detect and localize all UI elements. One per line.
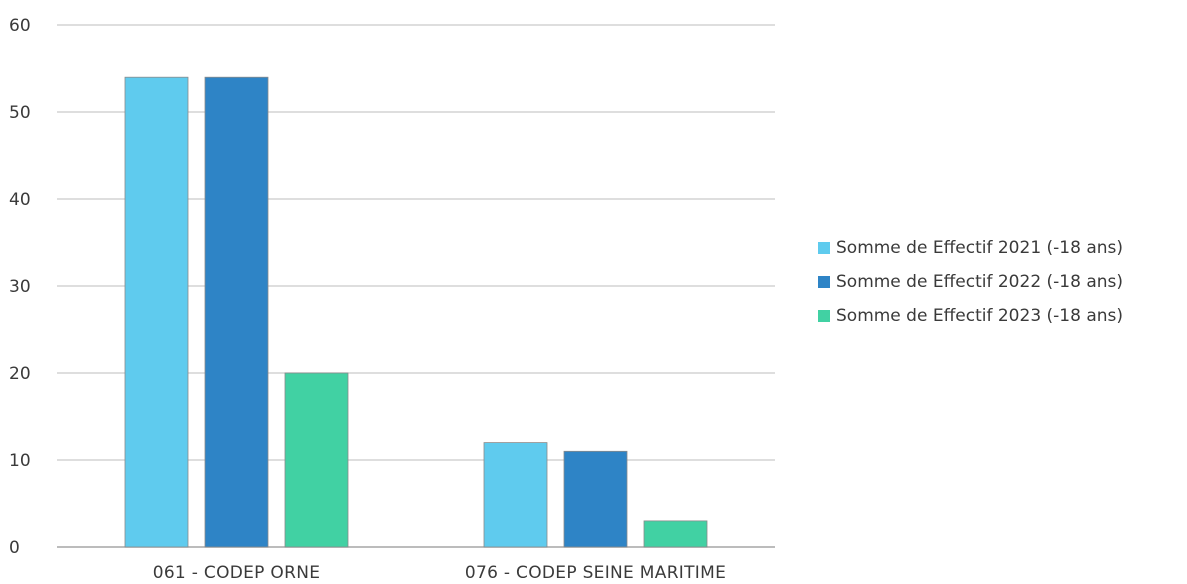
x-category-label: 076 - CODEP SEINE MARITIME [465,563,726,583]
legend-swatch-2023 [818,310,830,322]
legend-item-2021: Somme de Effectif 2021 (-18 ans) [818,238,1123,258]
legend-label-2021: Somme de Effectif 2021 (-18 ans) [836,238,1124,258]
legend-swatch-2022 [818,276,830,288]
bar [284,372,349,548]
bar [124,76,189,548]
bar [204,76,269,548]
y-tick-label: 10 [9,451,31,471]
legend-item-2023: Somme de Effectif 2023 (-18 ans) [818,306,1123,326]
legend-item-2022: Somme de Effectif 2022 (-18 ans) [818,272,1123,292]
y-tick-label: 40 [9,190,31,210]
y-tick-label: 30 [9,277,31,297]
y-tick-label: 60 [9,16,31,36]
y-tick-label: 50 [9,103,31,123]
legend-label-2023: Somme de Effectif 2023 (-18 ans) [836,306,1124,326]
bar [483,442,548,548]
x-category-label: 061 - CODEP ORNE [153,563,321,583]
y-tick-label: 0 [9,538,20,558]
bar [563,450,628,548]
legend-label-2022: Somme de Effectif 2022 (-18 ans) [836,272,1124,292]
legend-swatch-2021 [818,242,830,254]
y-tick-label: 20 [9,364,31,384]
chart-legend: Somme de Effectif 2021 (-18 ans) Somme d… [818,238,1123,340]
bar [643,520,708,548]
